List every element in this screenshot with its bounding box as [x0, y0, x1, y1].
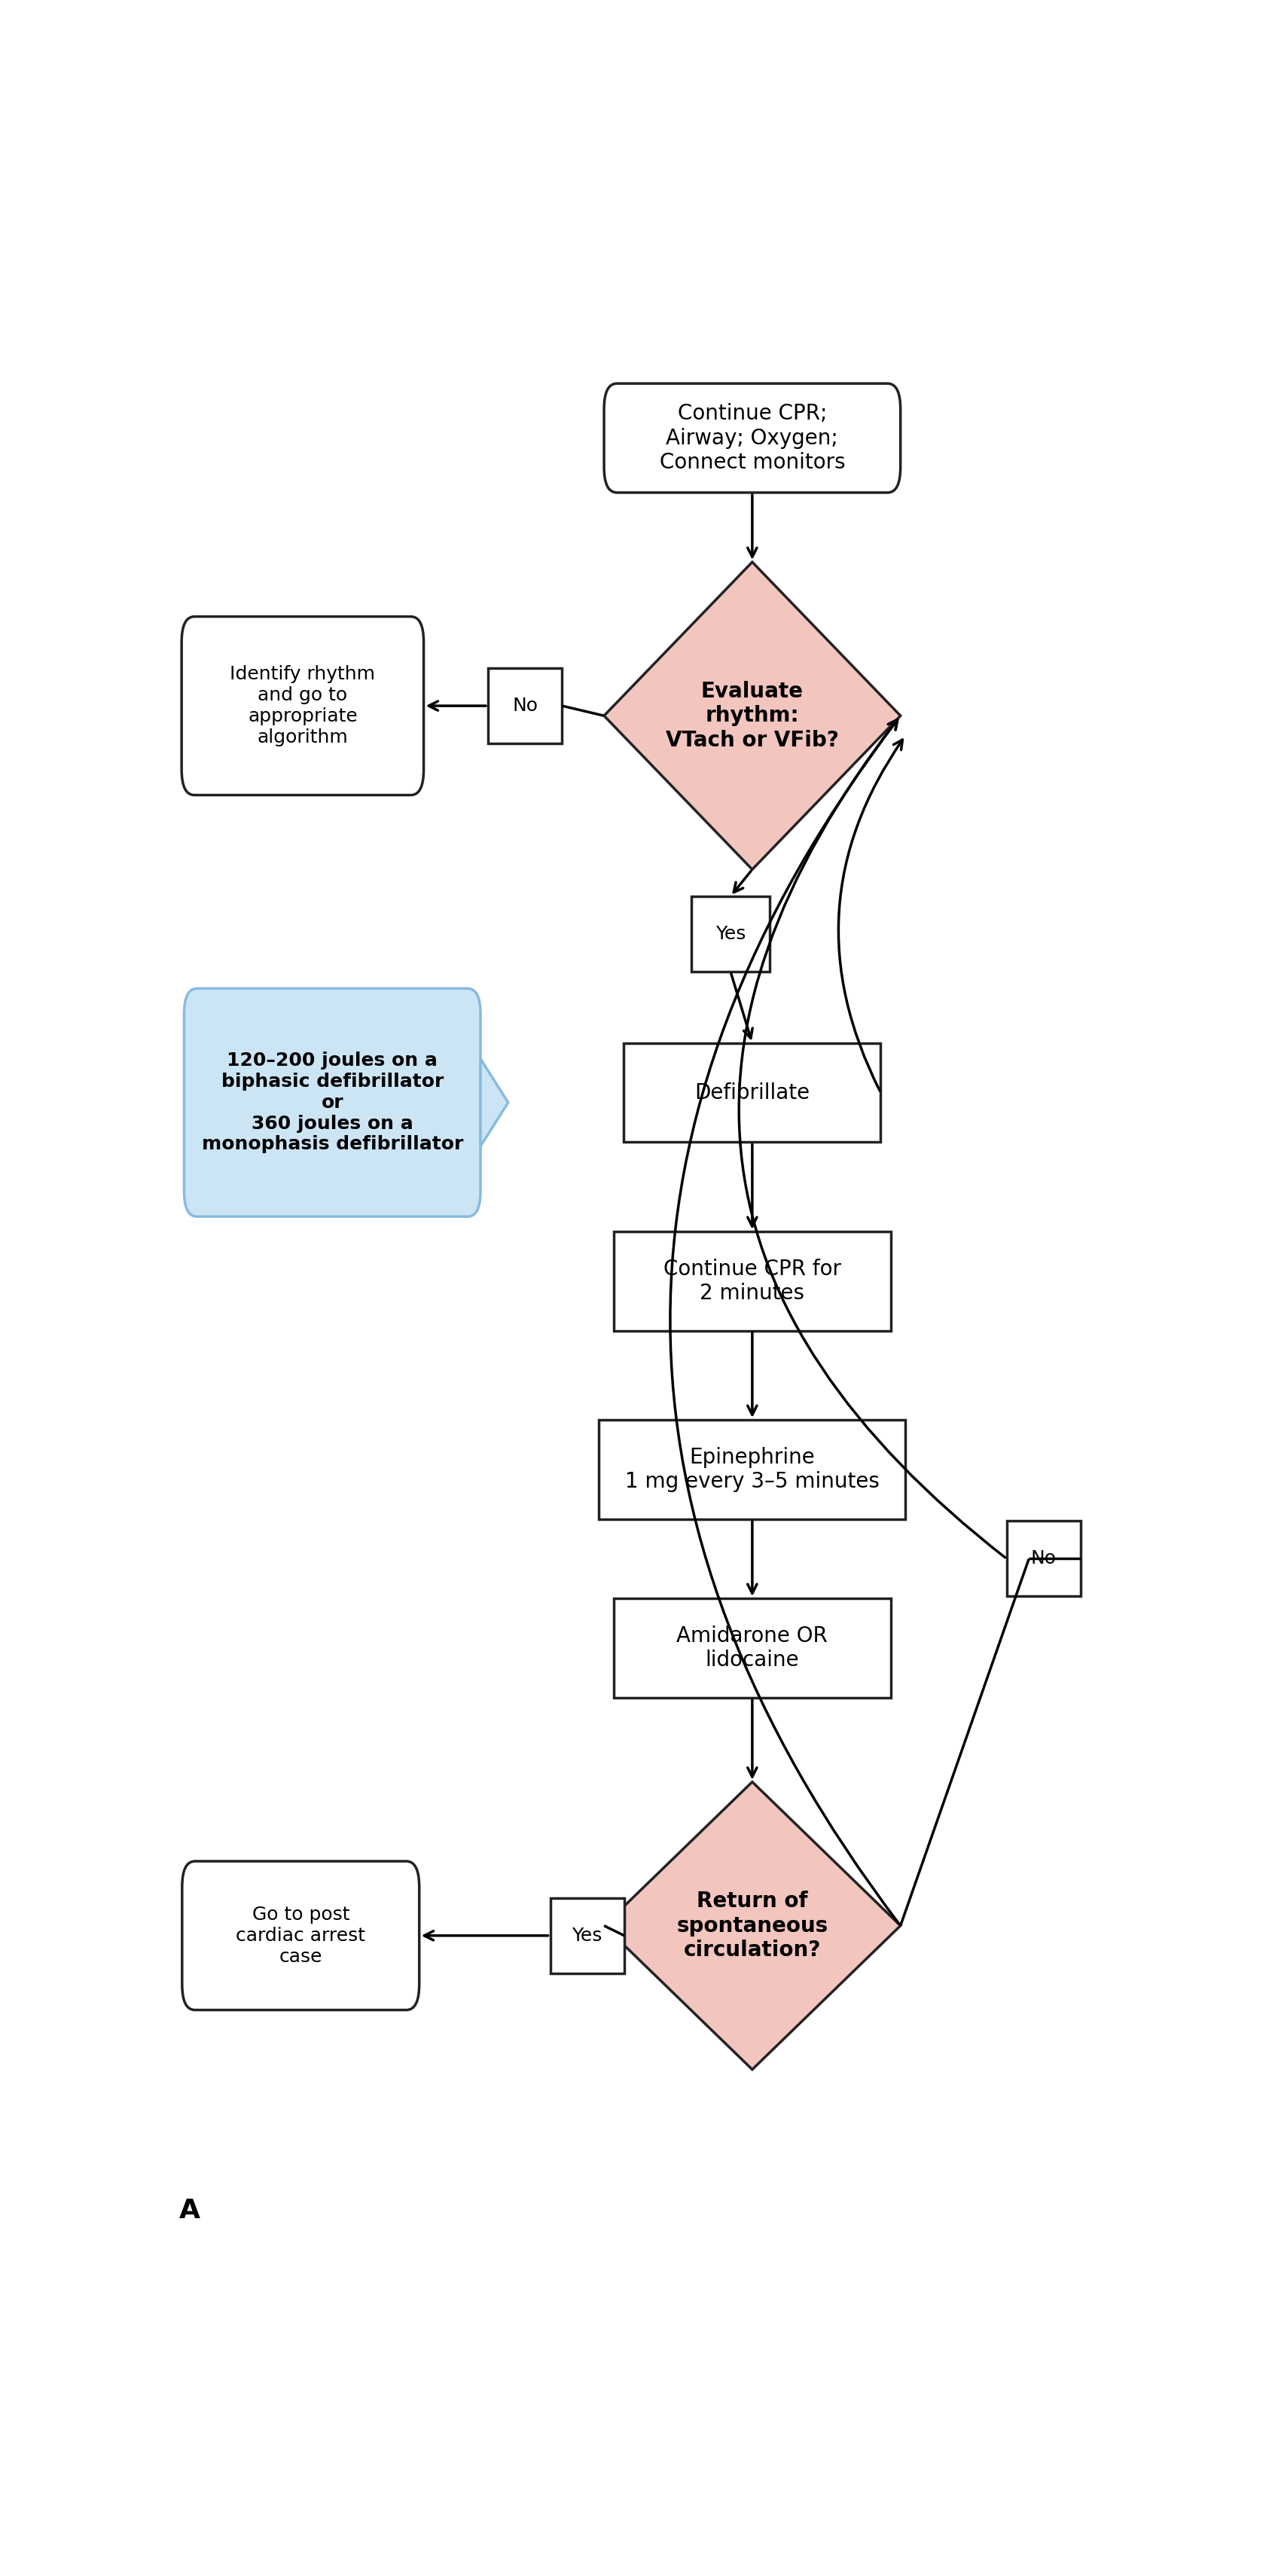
Polygon shape [481, 1059, 509, 1146]
Text: A: A [178, 2197, 200, 2223]
Bar [488, 667, 562, 744]
Text: No: No [513, 696, 538, 716]
Text: Defibrillate: Defibrillate [695, 1082, 810, 1103]
FancyBboxPatch shape [182, 1862, 419, 2009]
Text: Yes: Yes [572, 1927, 602, 1945]
Bar [599, 1419, 905, 1520]
Polygon shape [604, 562, 900, 871]
Text: Evaluate
rhythm:
VTach or VFib?: Evaluate rhythm: VTach or VFib? [666, 680, 839, 750]
Bar [691, 896, 770, 971]
Text: Identify rhythm
and go to
appropriate
algorithm: Identify rhythm and go to appropriate al… [230, 665, 375, 747]
Bar [623, 1043, 881, 1141]
Bar [615, 1231, 890, 1332]
Bar [1007, 1520, 1081, 1597]
FancyBboxPatch shape [184, 989, 481, 1216]
Text: 120–200 joules on a
biphasic defibrillator
or
360 joules on a
monophasis defibri: 120–200 joules on a biphasic defibrillat… [201, 1051, 463, 1154]
FancyBboxPatch shape [181, 616, 423, 796]
Text: Go to post
cardiac arrest
case: Go to post cardiac arrest case [236, 1906, 366, 1965]
Text: Return of
spontaneous
circulation?: Return of spontaneous circulation? [677, 1891, 827, 1960]
Polygon shape [604, 1783, 900, 2069]
FancyBboxPatch shape [604, 384, 900, 492]
Text: Continue CPR;
Airway; Oxygen;
Connect monitors: Continue CPR; Airway; Oxygen; Connect mo… [659, 402, 845, 474]
Text: Yes: Yes [715, 925, 746, 943]
Text: Amidarone OR
lidocaine: Amidarone OR lidocaine [677, 1625, 827, 1672]
Text: No: No [1031, 1551, 1057, 1569]
Text: Epinephrine
1 mg every 3–5 minutes: Epinephrine 1 mg every 3–5 minutes [625, 1448, 880, 1492]
Bar [615, 1597, 890, 1698]
Text: Continue CPR for
2 minutes: Continue CPR for 2 minutes [663, 1257, 842, 1303]
Bar [551, 1899, 625, 1973]
